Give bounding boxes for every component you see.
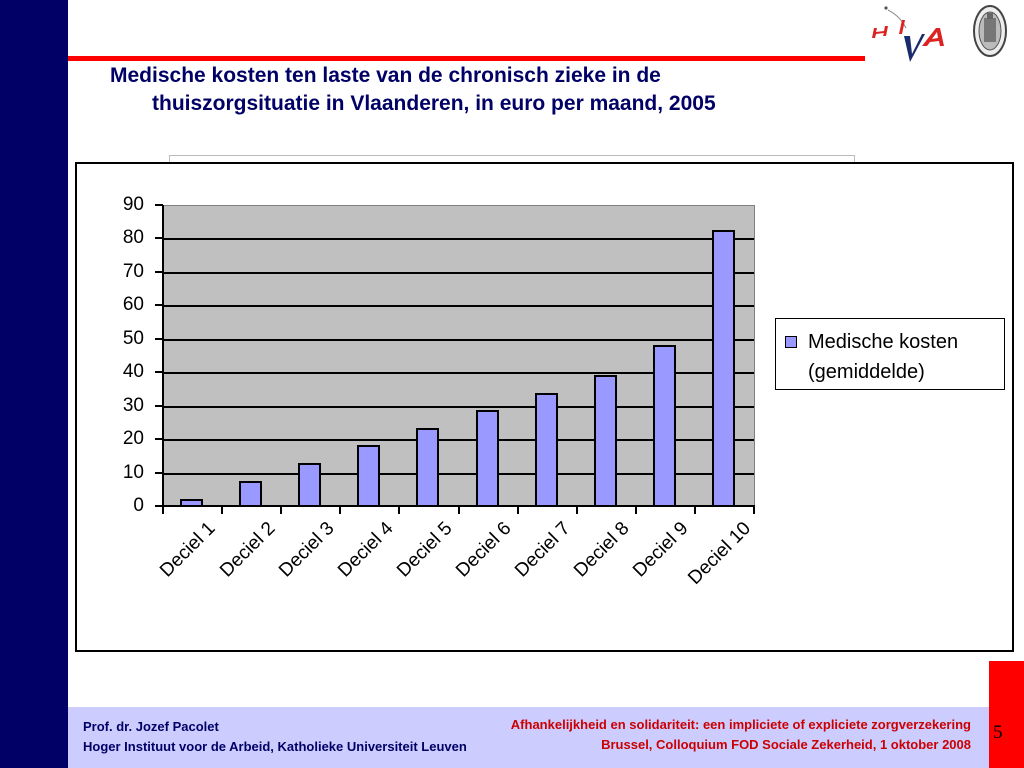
footer-event-title: Afhankelijkheid en solidariteit: een imp… — [510, 717, 971, 732]
hiva-logo — [872, 6, 944, 62]
gridline — [163, 439, 754, 442]
x-tick — [516, 506, 519, 514]
x-tick — [575, 506, 578, 514]
bar — [652, 345, 676, 507]
bar — [534, 392, 558, 507]
sidebar-band — [0, 0, 68, 768]
y-tick — [155, 204, 163, 206]
x-tick — [753, 506, 755, 514]
embedded-object-strip — [169, 155, 855, 162]
slide-footer: Prof. dr. Jozef Pacolet Hoger Instituut … — [68, 707, 989, 768]
y-axis — [162, 205, 164, 507]
x-tick — [280, 506, 283, 514]
x-tick — [398, 506, 401, 514]
gridline — [163, 338, 754, 341]
legend-swatch — [785, 336, 797, 348]
gridline — [163, 472, 754, 475]
page-number: 5 — [993, 722, 1003, 743]
y-tick — [155, 304, 163, 307]
x-tick — [162, 506, 164, 514]
y-tick-label: 60 — [122, 294, 144, 316]
accent-line — [68, 56, 865, 61]
x-tick — [221, 506, 224, 514]
y-tick — [155, 438, 163, 441]
y-tick-label: 40 — [122, 361, 144, 383]
bar — [298, 462, 322, 507]
bar — [180, 498, 204, 507]
bar — [711, 230, 735, 507]
slide-title-line2: thuiszorgsituatie in Vlaanderen, in euro… — [152, 92, 716, 115]
y-tick-label: 0 — [133, 495, 144, 516]
y-tick — [155, 270, 163, 273]
gridline — [163, 372, 754, 375]
gridline — [163, 271, 754, 274]
footer-author: Prof. dr. Jozef Pacolet — [83, 719, 219, 734]
legend-line2: (gemiddelde) — [808, 361, 925, 383]
x-tick — [693, 506, 696, 514]
bar — [239, 480, 263, 507]
y-tick — [155, 371, 163, 374]
legend-label: Medische kosten (gemiddelde) — [808, 327, 958, 387]
gridline — [163, 405, 754, 408]
y-tick — [155, 237, 163, 240]
gridline — [163, 305, 754, 308]
y-tick — [155, 337, 163, 340]
legend-line1: Medische kosten — [808, 331, 959, 353]
y-tick-label: 90 — [122, 194, 144, 215]
y-tick-label: 50 — [122, 327, 144, 349]
footer-event-place-date: Brussel, Colloquium FOD Sociale Zekerhei… — [601, 737, 971, 752]
y-tick — [155, 471, 163, 474]
bar — [357, 445, 381, 507]
y-tick — [155, 505, 163, 507]
bar — [416, 427, 440, 507]
y-tick-label: 80 — [122, 227, 144, 249]
y-tick-label: 30 — [122, 394, 144, 416]
y-tick — [155, 404, 163, 407]
x-tick — [634, 506, 637, 514]
chart-legend: Medische kosten (gemiddelde) — [775, 318, 1005, 390]
slide-title: Medische kosten ten laste van de chronis… — [110, 62, 870, 118]
bar — [593, 374, 617, 507]
gridline — [163, 238, 754, 241]
footer-institution: Hoger Instituut voor de Arbeid, Katholie… — [83, 739, 467, 754]
bar — [475, 410, 499, 507]
x-tick — [457, 506, 460, 514]
y-tick-label: 20 — [122, 428, 144, 450]
y-tick-label: 10 — [122, 461, 144, 483]
slide-title-line1: Medische kosten ten laste van de chronis… — [110, 64, 661, 87]
x-tick — [339, 506, 342, 514]
ku-leuven-seal-icon — [973, 5, 1007, 57]
page-number-box: 5 — [989, 661, 1024, 768]
y-tick-label: 70 — [122, 260, 144, 282]
